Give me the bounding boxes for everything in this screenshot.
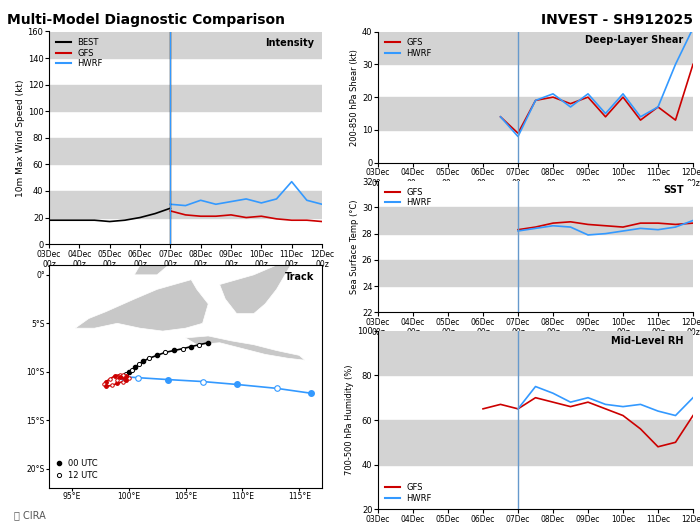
Bar: [378, 260, 693, 286]
Bar: [49, 138, 322, 164]
Y-axis label: 700-500 hPa Humidity (%): 700-500 hPa Humidity (%): [345, 365, 354, 475]
Bar: [378, 207, 693, 234]
Text: SST: SST: [663, 185, 683, 195]
Polygon shape: [220, 226, 331, 313]
Bar: [378, 420, 693, 465]
Text: INVEST - SH912025: INVEST - SH912025: [541, 13, 693, 27]
Bar: [49, 85, 322, 111]
Polygon shape: [134, 236, 183, 275]
Bar: [49, 32, 322, 58]
Bar: [378, 32, 693, 65]
Y-axis label: Sea Surface Temp (°C): Sea Surface Temp (°C): [350, 200, 359, 294]
Legend: GFS, HWRF: GFS, HWRF: [382, 185, 434, 210]
Text: Ⓝ CIRA: Ⓝ CIRA: [14, 510, 46, 520]
Text: Track: Track: [284, 272, 314, 282]
Y-axis label: 200-850 hPa Shear (kt): 200-850 hPa Shear (kt): [350, 49, 359, 145]
Bar: [378, 331, 693, 375]
Bar: [378, 97, 693, 130]
Text: Mid-Level RH: Mid-Level RH: [611, 336, 683, 346]
Text: Intensity: Intensity: [265, 38, 314, 48]
Text: Multi-Model Diagnostic Comparison: Multi-Model Diagnostic Comparison: [7, 13, 285, 27]
Bar: [49, 191, 322, 217]
Legend: GFS, HWRF: GFS, HWRF: [382, 36, 434, 60]
Legend: 00 UTC, 12 UTC: 00 UTC, 12 UTC: [53, 455, 102, 484]
Legend: GFS, HWRF: GFS, HWRF: [382, 480, 434, 505]
Polygon shape: [186, 336, 305, 360]
Legend: BEST, GFS, HWRF: BEST, GFS, HWRF: [53, 36, 105, 71]
Text: Deep-Layer Shear: Deep-Layer Shear: [585, 36, 683, 46]
Polygon shape: [75, 280, 209, 331]
Y-axis label: 10m Max Wind Speed (kt): 10m Max Wind Speed (kt): [16, 79, 25, 196]
